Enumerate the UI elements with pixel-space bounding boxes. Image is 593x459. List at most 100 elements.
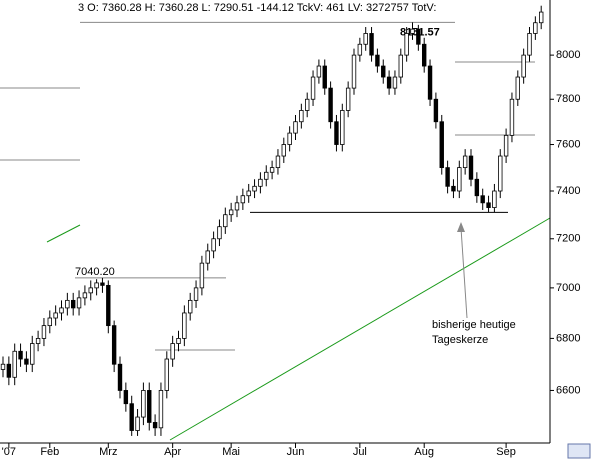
candle-body: [310, 76, 316, 100]
candle-body: [480, 195, 485, 204]
candle-body: [6, 363, 12, 378]
candle-body: [100, 282, 105, 286]
candle-body: [264, 171, 269, 180]
candle-body: [252, 185, 257, 192]
candle-body: [486, 202, 491, 208]
x-tick-label: Sep: [496, 446, 516, 458]
candle-body: [170, 343, 175, 360]
candle-body: [351, 54, 357, 89]
candle-body: [304, 98, 310, 111]
candle-body: [328, 87, 333, 123]
x-tick-label: Jul: [353, 446, 367, 458]
y-tick-label: 7200: [556, 233, 580, 245]
candle-body: [76, 297, 82, 309]
arrow: [460, 227, 468, 319]
candle-body: [94, 282, 99, 289]
candle-body: [281, 144, 286, 157]
candle-body: [427, 65, 433, 100]
candle-body: [187, 299, 193, 314]
candle-body: [59, 307, 64, 314]
candle-body: [12, 350, 17, 378]
trend-line: [46, 224, 81, 243]
candle-body: [509, 98, 515, 136]
candle-body: [158, 390, 164, 429]
candle-body: [468, 155, 474, 180]
candle-body: [71, 299, 76, 309]
candle-body: [117, 363, 123, 391]
candle-body: [533, 22, 538, 34]
candle-body: [217, 226, 222, 240]
candle-body: [106, 284, 111, 327]
candle-body: [498, 155, 503, 192]
candle-body: [345, 87, 351, 111]
candle-body: [445, 167, 450, 187]
y-tick-label: 7000: [556, 282, 580, 294]
y-tick-label: 7400: [556, 185, 580, 197]
candle-body: [193, 287, 199, 301]
corner-icon: [567, 443, 591, 459]
x-tick-label: Mrz: [99, 446, 117, 458]
candle-body: [82, 292, 88, 299]
candle-body: [123, 390, 129, 405]
candle-body: [457, 167, 462, 192]
candle-body: [228, 209, 234, 216]
candle-body: [293, 121, 298, 134]
candle-body: [258, 178, 263, 187]
candle-body: [182, 312, 187, 339]
candle-body: [421, 43, 427, 67]
y-tick-label: 6600: [556, 384, 580, 396]
candle-body: [381, 65, 386, 78]
annotation-label: 7040.20: [75, 266, 115, 278]
reference-lines: [0, 61, 535, 351]
candle-body: [357, 43, 363, 56]
candle-body: [223, 214, 228, 228]
candle-body: [35, 338, 41, 344]
candle-body: [24, 358, 29, 365]
candle-body: [375, 54, 380, 67]
y-tick-label: 7800: [556, 93, 580, 105]
candle-body: [386, 76, 392, 89]
candle-body: [30, 343, 35, 365]
candle-body: [88, 287, 93, 294]
candle-body: [147, 390, 152, 423]
candle-body: [369, 33, 374, 56]
candle-body: [462, 155, 468, 169]
trend-line: [169, 217, 551, 441]
candle-body: [416, 28, 421, 45]
info-text: 3 O: 7360.28 H: 7360.28 L: 7290.51 -144.…: [78, 2, 436, 14]
candle-body: [515, 76, 520, 100]
candle-body: [503, 134, 509, 157]
candle-body: [410, 28, 415, 34]
arrow-note: Tageskerze: [432, 334, 488, 346]
candle-body: [211, 238, 216, 252]
candle-body: [0, 363, 6, 370]
y-tick-label: 8000: [556, 49, 580, 61]
candle-body: [164, 358, 169, 391]
x-tick-label: Mai: [222, 446, 240, 458]
candle-body: [135, 416, 140, 431]
candle-body: [205, 250, 210, 264]
arrow-note: bisherige heutige: [432, 319, 516, 331]
candle-body: [316, 65, 322, 78]
candle-body: [18, 350, 23, 360]
candle-body: [439, 121, 444, 169]
candle-body: [129, 403, 134, 431]
candle-body: [269, 167, 275, 173]
candle-body: [275, 155, 281, 169]
x-tick-label: Feb: [40, 446, 59, 458]
candle-body: [246, 190, 251, 197]
x-tick-label: '07: [2, 446, 16, 458]
y-tick-label: 7600: [556, 138, 580, 150]
x-tick-label: Apr: [164, 446, 181, 458]
candle-body: [322, 65, 327, 89]
candle-body: [398, 54, 403, 78]
candle-body: [111, 325, 117, 365]
y-tick-label: 6800: [556, 332, 580, 344]
candle-body: [176, 338, 181, 344]
candle-body: [521, 54, 526, 78]
candle-body: [141, 390, 146, 418]
candle-body: [287, 132, 292, 145]
candle-body: [41, 325, 47, 339]
